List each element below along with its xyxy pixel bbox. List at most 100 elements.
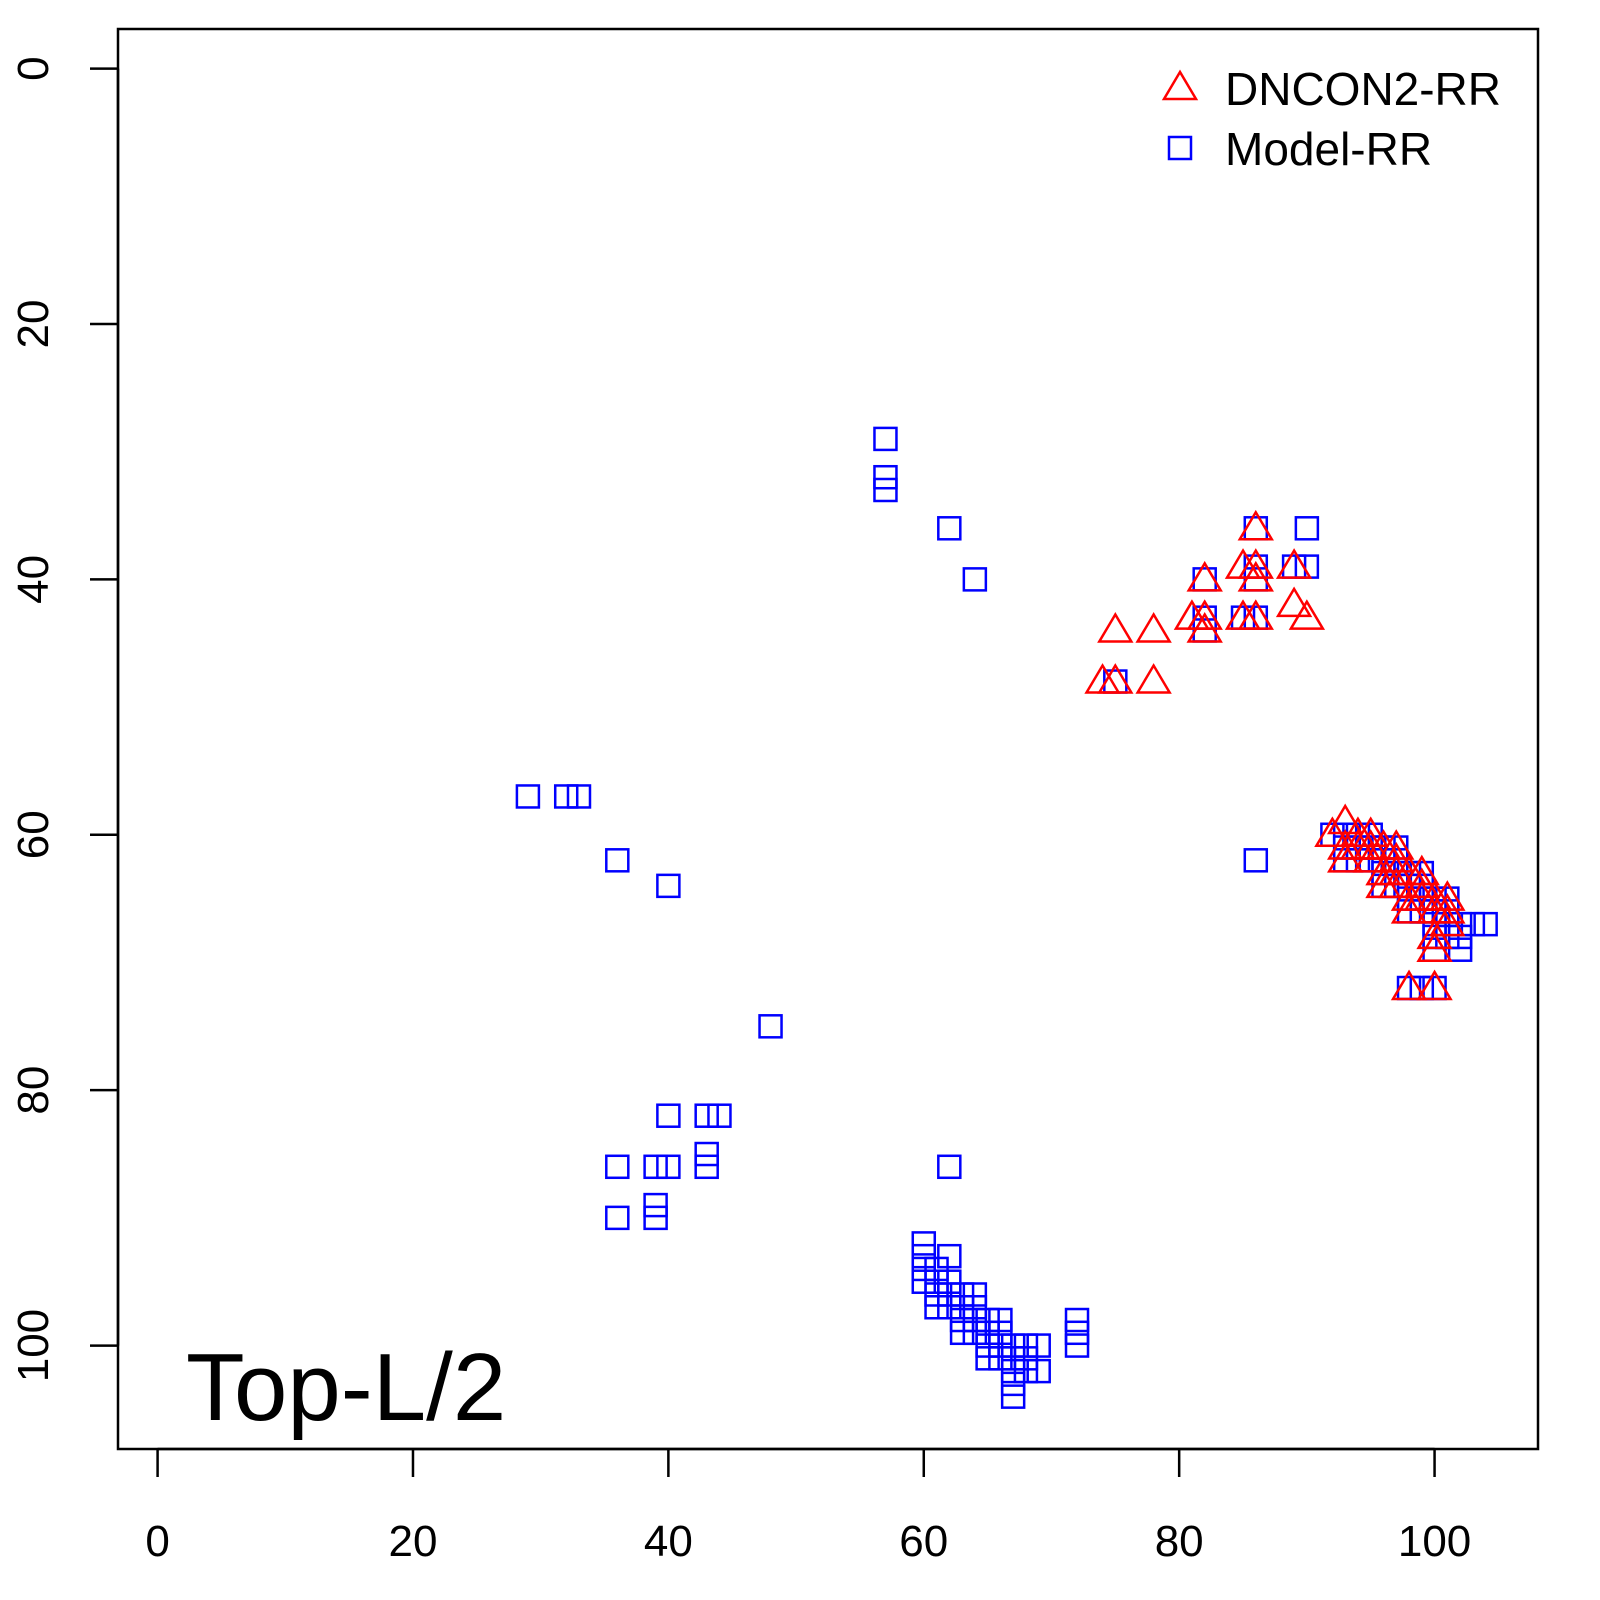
dncon2-rr-point bbox=[1237, 599, 1274, 630]
dncon2-rr-point bbox=[1275, 586, 1313, 618]
model-rr-point bbox=[694, 1154, 719, 1180]
model-rr-point bbox=[975, 1346, 1000, 1371]
model-rr-point bbox=[1473, 911, 1498, 937]
model-rr-point bbox=[937, 1269, 962, 1294]
model-rr-point bbox=[949, 1320, 975, 1346]
model-rr-point bbox=[707, 1103, 732, 1128]
model-rr-point bbox=[605, 1205, 630, 1231]
model-rr-point bbox=[1000, 1371, 1026, 1397]
model-rr-point bbox=[924, 1256, 949, 1282]
y-tick-label: 0 bbox=[9, 56, 58, 80]
plot-frame bbox=[116, 27, 1540, 1451]
y-tick-label: 80 bbox=[9, 1066, 58, 1115]
model-rr-point bbox=[758, 1014, 783, 1039]
model-rr-point bbox=[873, 426, 898, 452]
model-rr-point bbox=[1000, 1384, 1026, 1409]
dncon2-rr-point bbox=[1097, 612, 1134, 643]
legend-marker-square-icon bbox=[1167, 135, 1193, 161]
legend-label: Model-RR bbox=[1225, 123, 1432, 175]
model-rr-point bbox=[988, 1333, 1013, 1358]
model-rr-point bbox=[873, 464, 898, 490]
dncon2-rr-point bbox=[1390, 969, 1428, 1001]
model-rr-point bbox=[656, 873, 681, 899]
dncon2-rr-point bbox=[1416, 931, 1453, 962]
y-tick-label: 100 bbox=[9, 1309, 58, 1382]
model-rr-point bbox=[1422, 975, 1447, 1001]
model-rr-point bbox=[975, 1320, 1000, 1346]
model-rr-point bbox=[605, 848, 630, 873]
model-rr-point bbox=[1026, 1333, 1051, 1358]
model-rr-point bbox=[1064, 1320, 1090, 1346]
model-rr-point bbox=[1447, 937, 1473, 962]
model-rr-point bbox=[656, 1103, 681, 1128]
model-rr-point bbox=[1013, 1333, 1039, 1358]
model-rr-point bbox=[937, 1295, 962, 1320]
model-rr-point bbox=[1064, 1333, 1090, 1358]
model-rr-point bbox=[924, 1295, 949, 1320]
model-rr-point bbox=[988, 1307, 1013, 1333]
dncon2-rr-point bbox=[1288, 599, 1326, 630]
model-rr-point bbox=[962, 1295, 988, 1320]
model-rr-point bbox=[1064, 1307, 1090, 1333]
model-rr-point bbox=[949, 1307, 975, 1333]
model-rr-point bbox=[975, 1333, 1000, 1358]
annotation: Top-L/2 bbox=[186, 1334, 506, 1441]
model-rr-point bbox=[553, 784, 579, 809]
model-rr-point bbox=[605, 1154, 630, 1180]
model-rr-point bbox=[1294, 516, 1320, 541]
model-rr-point bbox=[962, 567, 988, 592]
x-tick-label: 40 bbox=[644, 1517, 693, 1566]
dncon2-rr-point bbox=[1416, 969, 1453, 1001]
model-rr-point bbox=[962, 1307, 988, 1333]
model-rr-point bbox=[911, 1243, 937, 1269]
model-rr-point bbox=[1243, 848, 1269, 873]
dncon2-rr-point bbox=[1429, 892, 1466, 924]
model-rr-point bbox=[1026, 1358, 1051, 1384]
model-rr-point bbox=[924, 1269, 949, 1294]
model-rr-point bbox=[962, 1282, 988, 1307]
dncon2-rr-point bbox=[1135, 612, 1172, 643]
model-rr-point bbox=[988, 1346, 1013, 1371]
y-tick-label: 40 bbox=[9, 555, 58, 604]
model-rr-point bbox=[1460, 911, 1486, 937]
model-rr-point bbox=[1013, 1346, 1039, 1371]
model-rr-point bbox=[1281, 554, 1307, 579]
model-rr-point bbox=[1243, 516, 1269, 541]
dncon2-rr-point bbox=[1429, 905, 1466, 937]
model-rr-point bbox=[937, 1243, 962, 1269]
dncon2-rr-point bbox=[1237, 548, 1274, 579]
model-rr-point bbox=[1396, 975, 1422, 1001]
model-rr-point bbox=[643, 1192, 668, 1218]
model-rr-point bbox=[988, 1320, 1013, 1346]
model-rr-point bbox=[515, 784, 541, 809]
dncon2-rr-point bbox=[1186, 612, 1223, 643]
model-rr-point bbox=[1000, 1358, 1026, 1384]
model-rr-point bbox=[1000, 1333, 1026, 1358]
x-tick-label: 20 bbox=[389, 1517, 438, 1566]
legend-label: DNCON2-RR bbox=[1225, 63, 1501, 115]
model-rr-point bbox=[1447, 924, 1473, 950]
model-rr-point bbox=[643, 1205, 668, 1231]
model-rr-point bbox=[873, 477, 898, 503]
model-rr-point bbox=[1013, 1358, 1039, 1384]
dncon2-rr-point bbox=[1403, 867, 1440, 899]
model-rr-point bbox=[911, 1231, 937, 1256]
model-rr-point bbox=[937, 1282, 962, 1307]
model-rr-point bbox=[924, 1282, 949, 1307]
model-rr-point bbox=[949, 1282, 975, 1307]
model-rr-point bbox=[911, 1256, 937, 1282]
dncon2-rr-point bbox=[1135, 663, 1172, 694]
y-tick-label: 60 bbox=[9, 810, 58, 859]
model-rr-point bbox=[937, 516, 962, 541]
dncon2-rr-point bbox=[1186, 599, 1223, 630]
model-rr-point bbox=[1000, 1346, 1026, 1371]
legend: DNCON2-RR Model-RR bbox=[1161, 63, 1501, 175]
model-rr-point bbox=[694, 1141, 719, 1167]
legend-marker-triangle-icon bbox=[1161, 69, 1199, 101]
dncon2-rr-point bbox=[1237, 560, 1274, 592]
model-rr-point bbox=[1192, 567, 1217, 592]
x-tick-label: 60 bbox=[899, 1517, 948, 1566]
model-rr-point bbox=[962, 1320, 988, 1346]
model-rr-point bbox=[656, 1154, 681, 1180]
